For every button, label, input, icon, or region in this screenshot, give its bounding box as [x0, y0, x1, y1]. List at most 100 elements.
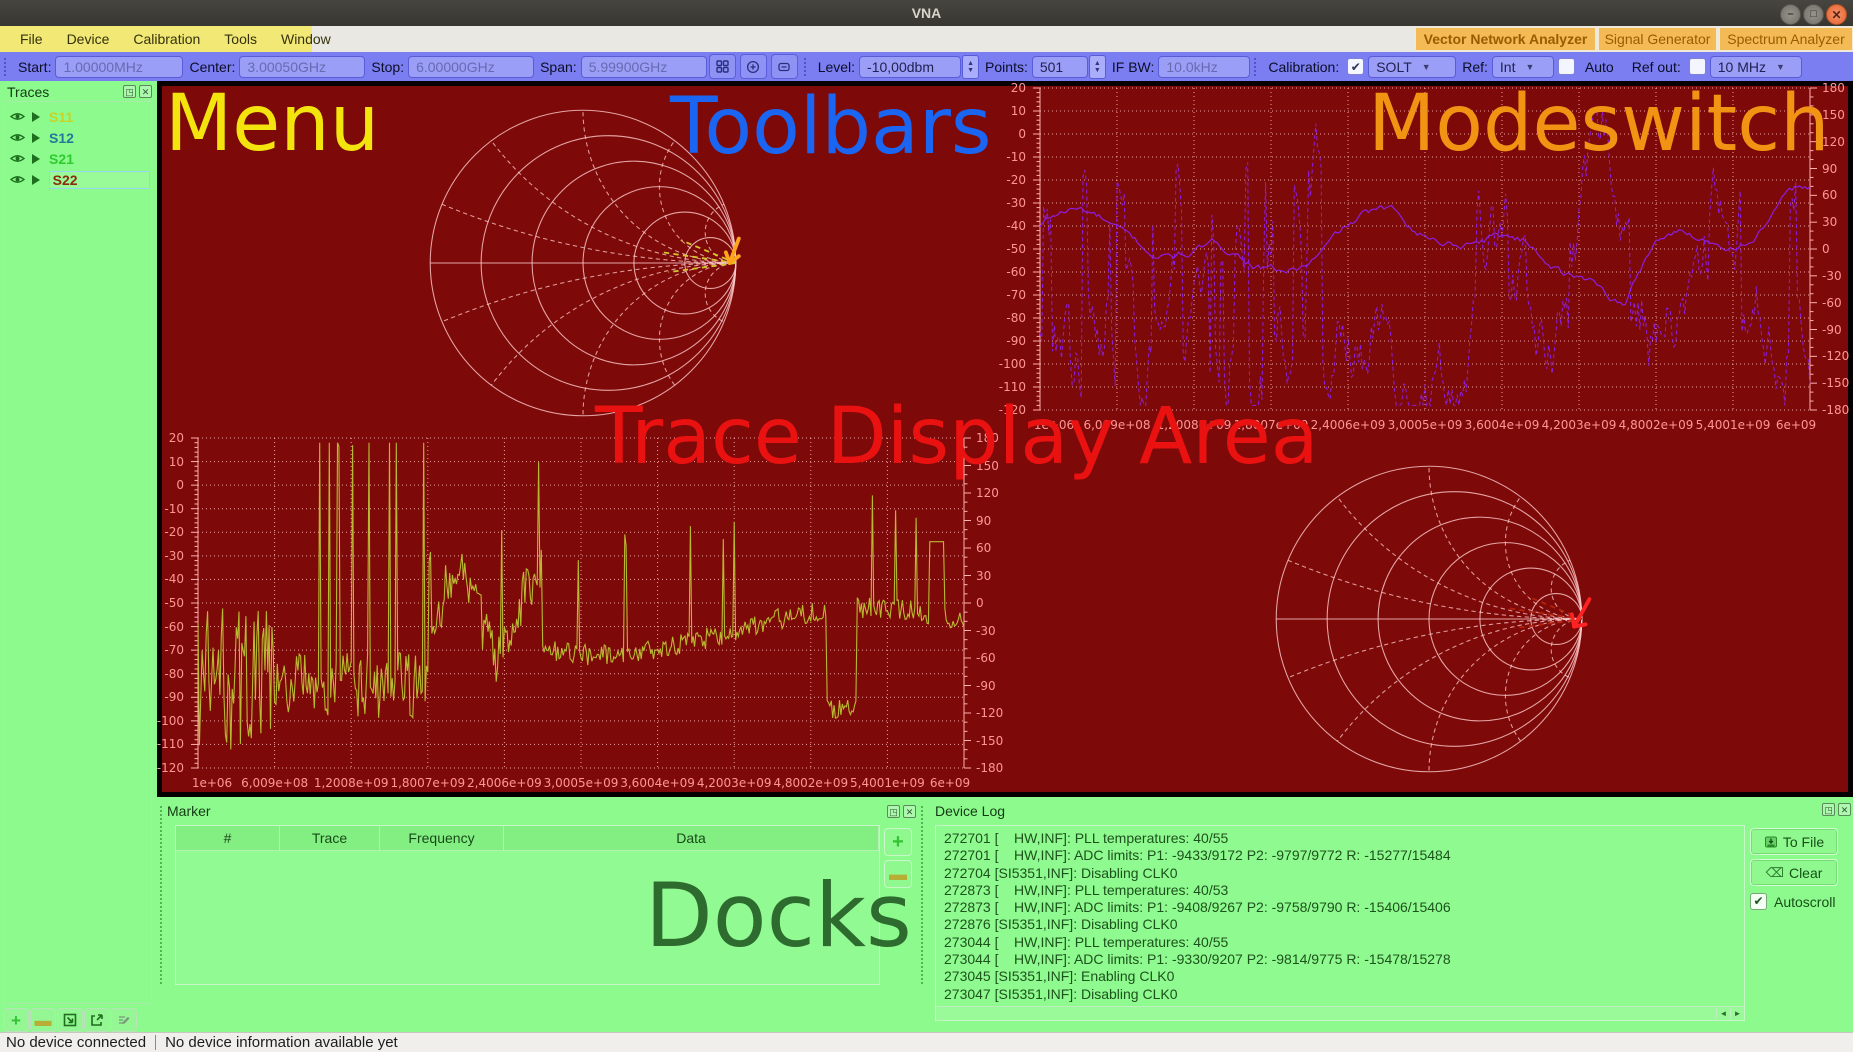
center-input[interactable]: 3.00050GHz [239, 55, 366, 78]
minimize-button[interactable]: – [1780, 4, 1801, 25]
ifbw-input[interactable]: 10.0kHz [1158, 55, 1251, 78]
devlog-horizontal-scrollbar[interactable]: ◄ ► [936, 1006, 1744, 1020]
smith-chart-bottom-right [1275, 465, 1592, 773]
start-label: Start: [18, 58, 52, 75]
device-log-list[interactable]: 272701 [ HW,INF]: PLL temperatures: 40/5… [935, 825, 1745, 1021]
expand-arrow-icon[interactable] [32, 153, 40, 164]
trace-row-s12[interactable]: S12 [5, 127, 150, 148]
to-file-button[interactable]: To File [1750, 828, 1838, 855]
dock-float-icon[interactable]: ◳ [123, 85, 136, 98]
freq-axis-tick: 2,4006e+09 [467, 776, 542, 790]
refout-checkbox[interactable] [1688, 58, 1706, 75]
marker-col-data[interactable]: Data [504, 826, 879, 850]
mag-axis-tick: -50 [164, 596, 184, 610]
zoom-fit-button[interactable] [708, 54, 736, 79]
menu-device[interactable]: Device [66, 31, 110, 47]
visibility-eye-icon[interactable] [10, 153, 25, 164]
mode-tab-signal-generator[interactable]: Signal Generator [1598, 27, 1717, 51]
menu-window[interactable]: Window [280, 31, 331, 47]
dock-close-icon[interactable]: ✕ [1838, 803, 1851, 816]
toolbar-grip[interactable] [3, 56, 8, 77]
stop-input[interactable]: 6.00000GHz [408, 55, 535, 78]
start-input[interactable]: 1.00000MHz [55, 55, 184, 78]
dock-float-icon[interactable]: ◳ [887, 805, 900, 818]
menu-calibration[interactable]: Calibration [133, 31, 201, 47]
trace-curve [1039, 185, 1811, 306]
trace-label[interactable]: S11 [49, 108, 74, 125]
mode-tab-vector-network-analyzer[interactable]: Vector Network Analyzer [1415, 27, 1596, 51]
level-input[interactable]: -10,00dbm [859, 55, 962, 78]
marker-col-trace[interactable]: Trace [280, 826, 380, 850]
phase-axis-tick: -180 [976, 761, 1004, 775]
add-marker-button[interactable]: + [884, 828, 912, 856]
phase-axis-tick: 90 [1822, 161, 1838, 176]
edit-trace-button[interactable] [111, 1008, 137, 1032]
autoscroll-checkbox[interactable]: ✔ [1750, 893, 1767, 910]
visibility-eye-icon[interactable] [10, 174, 25, 185]
marker-arrow-icon [1569, 597, 1592, 629]
traces-dock-title: Traces [7, 84, 50, 100]
dock-close-icon[interactable]: ✕ [903, 805, 916, 818]
autoscroll-control[interactable]: ✔ Autoscroll [1750, 893, 1835, 910]
toolbar-grip[interactable] [1253, 56, 1259, 77]
points-input[interactable]: 501 [1031, 55, 1088, 78]
menu-tools[interactable]: Tools [224, 31, 257, 47]
trace-label[interactable]: S21 [49, 150, 74, 167]
clear-log-button[interactable]: ⌫ Clear [1750, 859, 1838, 886]
mag-axis-tick: -80 [1006, 311, 1026, 325]
marker-col-frequency[interactable]: Frequency [380, 826, 504, 850]
remove-marker-button[interactable]: ▬ [884, 860, 912, 888]
zoom-in-button[interactable] [739, 54, 767, 79]
marker-col-num[interactable]: # [176, 826, 280, 850]
dock-float-icon[interactable]: ◳ [1822, 803, 1835, 816]
dock-close-icon[interactable]: ✕ [139, 85, 152, 98]
auto-checkbox[interactable] [1557, 58, 1575, 75]
expand-arrow-icon[interactable] [32, 132, 40, 143]
level-spinner[interactable]: ▲ ▼ [962, 54, 980, 79]
trace-row-s11[interactable]: S11 [5, 106, 150, 127]
mag-axis-tick: 10 [1010, 104, 1026, 118]
scroll-right-icon[interactable]: ► [1730, 1008, 1744, 1019]
freq-axis-tick: 2,4006e+09 [1310, 418, 1386, 432]
mag-axis-tick: -100 [156, 713, 184, 728]
visibility-eye-icon[interactable] [10, 111, 25, 122]
freq-axis-tick: 6e+09 [1775, 418, 1817, 432]
trace-row-s21[interactable]: S21 [5, 148, 150, 169]
maximize-button[interactable]: □ [1803, 4, 1824, 25]
calibration-checkbox[interactable]: ✔ [1347, 58, 1365, 75]
export-trace-button[interactable] [84, 1008, 110, 1032]
calibration-type-select[interactable]: SOLT ▼ [1368, 55, 1457, 78]
trace-row-s22[interactable]: S22 [5, 169, 150, 190]
smith-chart-top-left [429, 109, 741, 417]
span-input[interactable]: 5.99900GHz [580, 55, 707, 78]
close-button[interactable]: ✕ [1826, 4, 1847, 25]
menu-file[interactable]: File [20, 31, 43, 47]
export-icon [91, 1014, 103, 1026]
devlog-dock-grip[interactable] [920, 805, 924, 985]
marker-table[interactable]: # Trace Frequency Data [175, 825, 880, 985]
ref-select[interactable]: Int ▼ [1491, 55, 1554, 78]
freq-axis-tick: 1,2008e+09 [1156, 418, 1232, 432]
phase-axis-tick: 150 [976, 458, 999, 473]
visibility-eye-icon[interactable] [10, 132, 25, 143]
zoom-out-button[interactable] [770, 54, 798, 79]
refout-select[interactable]: 10 MHz ▼ [1709, 55, 1802, 78]
title-bar[interactable]: VNA – □ ✕ [0, 0, 1853, 26]
marker-dock-grip[interactable] [159, 805, 163, 985]
expand-arrow-icon[interactable] [32, 111, 40, 122]
add-trace-button[interactable]: + [3, 1008, 29, 1032]
plot-top-right [1033, 87, 1817, 411]
trace-label[interactable]: S12 [49, 129, 74, 146]
marker-table-header: # Trace Frequency Data [176, 826, 879, 851]
popout-trace-button[interactable] [57, 1008, 83, 1032]
remove-trace-button[interactable]: ▬ [30, 1008, 56, 1032]
trace-name-edit-input[interactable]: S22 [48, 170, 150, 189]
scroll-left-icon[interactable]: ◄ [1716, 1008, 1730, 1019]
status-bar: No device connected No device informatio… [0, 1032, 1853, 1052]
window-title: VNA [911, 5, 942, 21]
points-spinner[interactable]: ▲ ▼ [1088, 54, 1106, 79]
trace-display-area[interactable]: 20 10 0 -10 -20 -30 -40 -50 -60 -70 -80 -90 -100 -110… [157, 81, 1853, 797]
mode-tab-spectrum-analyzer[interactable]: Spectrum Analyzer [1719, 27, 1853, 51]
expand-arrow-icon[interactable] [31, 174, 40, 185]
toolbar-grip[interactable] [802, 56, 808, 77]
